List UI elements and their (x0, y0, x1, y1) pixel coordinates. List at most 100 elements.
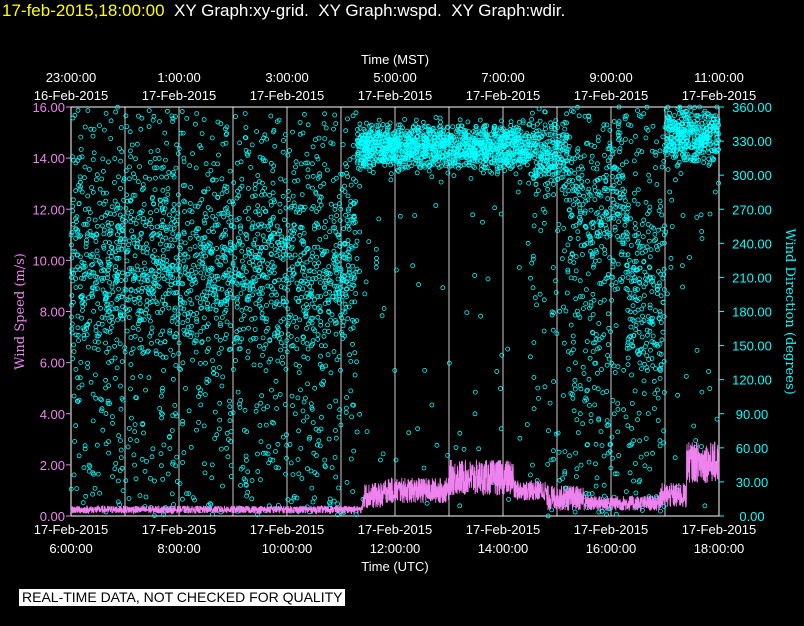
wdir-point (209, 135, 215, 141)
wdir-point (660, 226, 665, 232)
wdir-point (299, 261, 305, 267)
wdir-point (302, 272, 308, 278)
wdir-point (102, 328, 108, 333)
wdir-point (346, 267, 352, 273)
wdir-point (69, 326, 75, 332)
wdir-point (494, 144, 500, 150)
wdir-point (263, 208, 269, 214)
wdir-point (210, 214, 216, 219)
wdir-point (650, 363, 656, 369)
wdir-point (135, 287, 141, 293)
wdir-point (562, 126, 568, 132)
wdir-point (159, 165, 165, 171)
wdir-point (92, 217, 98, 223)
wdir-point (384, 122, 390, 128)
wdir-point (128, 198, 134, 204)
wdir-point (171, 201, 177, 207)
wdir-point (285, 152, 291, 158)
wdir-point (315, 332, 321, 338)
wdir-point (201, 235, 207, 241)
wdir-point (680, 213, 686, 218)
wdir-point (402, 117, 408, 122)
wdir-point (393, 267, 399, 273)
wdir-point (70, 356, 76, 362)
wdir-point (87, 318, 93, 324)
wdir-point (378, 125, 384, 131)
wdir-point (75, 399, 81, 404)
wdir-point (610, 210, 616, 216)
wdir-point (551, 379, 556, 385)
wdir-point (551, 192, 556, 198)
wdir-point (311, 269, 317, 275)
wdir-point (258, 265, 264, 271)
wdir-point (263, 368, 269, 374)
wdir-point (350, 176, 356, 182)
wdir-point (300, 130, 306, 136)
wdir-point (436, 164, 442, 170)
wdir-point (472, 273, 478, 278)
wdir-point (654, 291, 660, 297)
wdir-point (328, 317, 334, 323)
wdir-point (333, 291, 339, 296)
wdir-point (284, 275, 290, 280)
wdir-point (245, 216, 251, 222)
wdir-point (281, 285, 287, 291)
wdir-point (159, 415, 165, 421)
wdir-point (227, 291, 233, 297)
wdir-point (503, 144, 509, 150)
wdir-point (357, 166, 363, 172)
wdir-point (197, 360, 203, 366)
wdir-point (261, 158, 266, 164)
wdir-point (516, 119, 522, 125)
wdir-point (307, 318, 313, 324)
wdir-point (248, 164, 254, 170)
wdir-point (160, 218, 166, 223)
wdir-point (202, 264, 208, 270)
wdir-point (181, 155, 187, 161)
wdir-point (245, 247, 251, 253)
wdir-point (274, 299, 280, 305)
wdir-point (175, 258, 181, 263)
wdir-point (250, 292, 256, 298)
wdir-point (151, 284, 157, 290)
wdir-point (350, 142, 356, 148)
wdir-point (160, 247, 166, 253)
wdir-point (282, 302, 288, 308)
wdir-point (160, 328, 166, 334)
wdir-point (318, 194, 324, 200)
wdir-point (648, 247, 654, 253)
wdir-point (191, 340, 197, 346)
wdir-point (588, 412, 594, 418)
wdir-point (322, 457, 328, 463)
wdir-point (305, 160, 311, 166)
wdir-point (450, 134, 456, 140)
wdir-point (388, 177, 394, 183)
wdir-point (392, 368, 398, 373)
wdir-point (508, 141, 514, 146)
wdir-point (323, 278, 328, 284)
wdir-point (90, 491, 95, 497)
wdir-point (590, 312, 596, 317)
wdir-point (316, 206, 322, 212)
wdir-point (258, 305, 264, 311)
wdir-point (344, 256, 350, 262)
wdir-point (338, 206, 344, 212)
wdir-point (400, 125, 406, 131)
wdir-point (580, 421, 586, 427)
wdir-point (176, 244, 182, 250)
wdir-point (213, 273, 218, 279)
wdir-point (128, 154, 134, 160)
wdir-point (274, 223, 280, 229)
wdir-point (327, 404, 333, 409)
wdir-point (119, 246, 124, 252)
wdir-point (116, 433, 122, 439)
wdir-point (354, 318, 360, 324)
wdir-point (637, 360, 643, 366)
wdir-point (221, 253, 227, 259)
wdir-point (369, 136, 375, 142)
wdir-point (262, 158, 268, 164)
wdir-point (403, 133, 409, 139)
wdir-point (206, 378, 212, 384)
wdir-point (483, 157, 489, 163)
wdir-point (209, 462, 215, 468)
